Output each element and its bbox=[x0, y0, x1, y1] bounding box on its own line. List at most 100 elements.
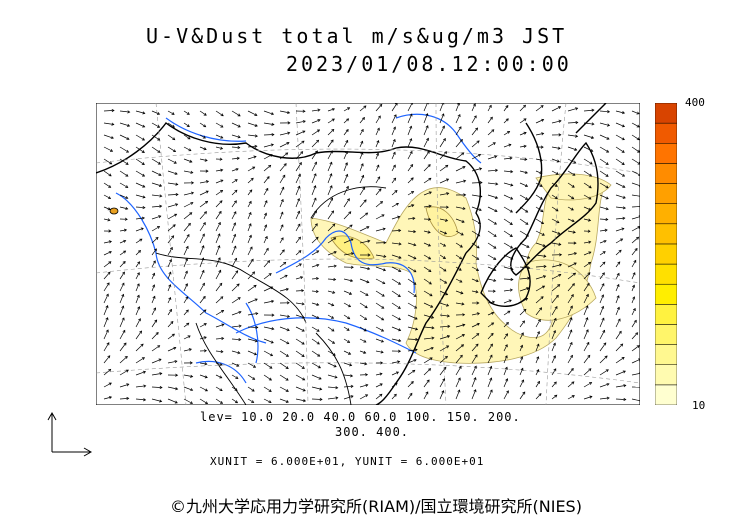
wind-arrow bbox=[327, 185, 333, 196]
wind-arrow bbox=[439, 165, 449, 172]
wind-arrowhead bbox=[409, 113, 413, 117]
wind-arrowhead bbox=[141, 216, 145, 220]
wind-arrow bbox=[327, 108, 335, 112]
wind-arrowhead bbox=[623, 384, 627, 388]
wind-arrow bbox=[263, 110, 274, 115]
wind-arrowhead bbox=[282, 174, 286, 178]
wind-arrowhead bbox=[141, 357, 145, 361]
wind-arrowhead bbox=[632, 296, 636, 300]
wind-arrow bbox=[327, 265, 337, 268]
wind-arrow bbox=[215, 233, 221, 244]
wind-arrow bbox=[503, 378, 508, 388]
wind-arrowhead bbox=[139, 238, 143, 242]
wind-arrowhead bbox=[264, 200, 268, 204]
wind-arrow bbox=[455, 206, 466, 210]
wind-arrow bbox=[311, 290, 319, 293]
wind-arrowhead bbox=[268, 400, 272, 404]
wind-arrow bbox=[583, 355, 591, 364]
wind-arrowhead bbox=[606, 123, 611, 127]
wind-arrow bbox=[535, 206, 544, 212]
wind-arrow bbox=[103, 329, 109, 340]
wind-arrowhead bbox=[297, 236, 301, 240]
wind-arrowhead bbox=[622, 206, 626, 210]
wind-arrow bbox=[215, 270, 222, 280]
wind-arrow bbox=[327, 237, 336, 244]
wind-arrow bbox=[535, 356, 539, 364]
wind-arrowhead bbox=[202, 222, 206, 226]
wind-arrowhead bbox=[233, 245, 237, 249]
wind-arrow bbox=[263, 165, 271, 172]
wind-arrow bbox=[583, 206, 591, 211]
wind-arrowhead bbox=[285, 389, 289, 392]
wind-arrowhead bbox=[234, 189, 238, 193]
colorbar-swatch bbox=[655, 223, 677, 245]
wind-arrow bbox=[135, 182, 145, 188]
wind-arrow bbox=[247, 350, 257, 355]
wind-arrowhead bbox=[380, 328, 385, 332]
wind-arrow bbox=[343, 326, 350, 331]
wind-arrow bbox=[407, 103, 413, 112]
wind-arrow bbox=[167, 122, 175, 128]
wind-arrow bbox=[343, 290, 352, 295]
wind-arrow bbox=[199, 245, 205, 256]
wind-arrow bbox=[119, 356, 128, 364]
wind-arrowhead bbox=[269, 154, 273, 157]
wind-arrow bbox=[471, 103, 476, 112]
wind-arrowhead bbox=[334, 375, 338, 379]
wind-arrow bbox=[279, 132, 290, 136]
wind-arrow bbox=[471, 206, 482, 211]
wind-arrowhead bbox=[271, 122, 275, 126]
wind-arrow bbox=[151, 146, 161, 153]
wind-arrowhead bbox=[159, 372, 163, 376]
wind-arrowhead bbox=[347, 198, 350, 202]
wind-arrowhead bbox=[203, 147, 207, 151]
wind-arrow bbox=[343, 302, 351, 308]
wind-arrowhead bbox=[526, 245, 530, 248]
wind-arrow bbox=[391, 242, 402, 245]
wind-arrow bbox=[311, 398, 323, 400]
wind-arrow bbox=[327, 362, 337, 368]
wind-arrowhead bbox=[123, 228, 128, 232]
wind-arrow bbox=[583, 382, 592, 388]
wind-arrowhead bbox=[474, 354, 478, 358]
wind-arrow bbox=[263, 248, 269, 256]
wind-arrow bbox=[487, 366, 492, 376]
wind-arrow bbox=[215, 362, 223, 366]
wind-arrow bbox=[231, 211, 237, 220]
wind-arrow bbox=[551, 368, 557, 376]
wind-arrowhead bbox=[573, 262, 577, 266]
wind-arrow bbox=[167, 386, 178, 390]
wind-arrowhead bbox=[203, 336, 207, 340]
wind-arrowhead bbox=[234, 257, 238, 261]
wind-arrowhead bbox=[540, 209, 544, 213]
wind-arrowhead bbox=[585, 293, 589, 297]
wind-arrowhead bbox=[367, 267, 371, 271]
wind-arrow bbox=[151, 273, 155, 280]
wind-arrow bbox=[231, 179, 238, 184]
wind-arrow bbox=[263, 260, 270, 268]
wind-arrow bbox=[119, 383, 129, 388]
wind-arrowhead bbox=[346, 328, 350, 331]
wind-arrowhead bbox=[331, 107, 336, 111]
wind-arrowhead bbox=[398, 242, 402, 246]
wind-arrowhead bbox=[413, 281, 417, 285]
wind-arrow bbox=[359, 226, 370, 232]
wind-arrow bbox=[567, 182, 575, 188]
wind-arrowhead bbox=[171, 124, 175, 128]
wind-arrow bbox=[311, 314, 320, 319]
wind-arrowhead bbox=[413, 256, 417, 260]
wind-arrow bbox=[455, 389, 460, 400]
wind-arrowhead bbox=[316, 263, 320, 267]
wind-arrow bbox=[135, 110, 145, 114]
wind-arrowhead bbox=[457, 389, 461, 393]
wind-arrowhead bbox=[378, 188, 382, 192]
wind-arrow bbox=[215, 122, 224, 128]
wind-arrowhead bbox=[446, 314, 450, 318]
wind-arrowhead bbox=[107, 271, 111, 275]
wind-arrowhead bbox=[204, 158, 208, 162]
wind-arrowhead bbox=[473, 377, 477, 381]
wind-arrowhead bbox=[333, 364, 337, 368]
wind-arrowhead bbox=[107, 196, 112, 200]
wind-arrow bbox=[135, 158, 145, 165]
wind-arrowhead bbox=[219, 375, 223, 379]
